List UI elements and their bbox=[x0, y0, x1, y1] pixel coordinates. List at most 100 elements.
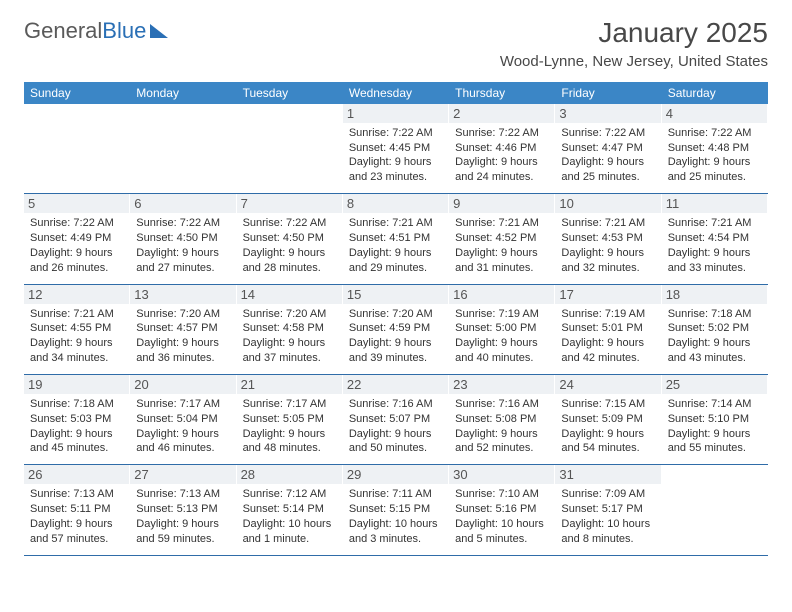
daylight2-line: and 39 minutes. bbox=[349, 351, 442, 366]
day-cell: 12Sunrise: 7:21 AMSunset: 4:55 PMDayligh… bbox=[24, 285, 130, 374]
day-details: Sunrise: 7:17 AMSunset: 5:04 PMDaylight:… bbox=[136, 397, 229, 456]
daylight2-line: and 32 minutes. bbox=[561, 261, 654, 276]
day-cell: 9Sunrise: 7:21 AMSunset: 4:52 PMDaylight… bbox=[449, 194, 555, 283]
logo-text-blue: Blue bbox=[102, 18, 146, 44]
day-number: 13 bbox=[130, 285, 235, 304]
day-cell: 24Sunrise: 7:15 AMSunset: 5:09 PMDayligh… bbox=[555, 375, 661, 464]
week-row: 26Sunrise: 7:13 AMSunset: 5:11 PMDayligh… bbox=[24, 465, 768, 555]
day-number: 22 bbox=[343, 375, 448, 394]
sunset-line: Sunset: 4:59 PM bbox=[349, 321, 442, 336]
day-number: 17 bbox=[555, 285, 660, 304]
sunrise-line: Sunrise: 7:21 AM bbox=[668, 216, 761, 231]
sunset-line: Sunset: 5:11 PM bbox=[30, 502, 123, 517]
daylight2-line: and 25 minutes. bbox=[668, 170, 761, 185]
sunrise-line: Sunrise: 7:20 AM bbox=[136, 307, 229, 322]
daylight2-line: and 28 minutes. bbox=[243, 261, 336, 276]
day-details: Sunrise: 7:21 AMSunset: 4:53 PMDaylight:… bbox=[561, 216, 654, 275]
sunrise-line: Sunrise: 7:15 AM bbox=[561, 397, 654, 412]
sunset-line: Sunset: 4:51 PM bbox=[349, 231, 442, 246]
day-details: Sunrise: 7:16 AMSunset: 5:07 PMDaylight:… bbox=[349, 397, 442, 456]
sunset-line: Sunset: 5:13 PM bbox=[136, 502, 229, 517]
sunset-line: Sunset: 5:14 PM bbox=[243, 502, 336, 517]
day-details: Sunrise: 7:22 AMSunset: 4:50 PMDaylight:… bbox=[136, 216, 229, 275]
day-number: 27 bbox=[130, 465, 235, 484]
day-details: Sunrise: 7:16 AMSunset: 5:08 PMDaylight:… bbox=[455, 397, 548, 456]
day-details: Sunrise: 7:20 AMSunset: 4:59 PMDaylight:… bbox=[349, 307, 442, 366]
month-title: January 2025 bbox=[500, 18, 768, 49]
daylight1-line: Daylight: 9 hours bbox=[561, 336, 654, 351]
daylight2-line: and 50 minutes. bbox=[349, 441, 442, 456]
day-cell: 5 Sunrise: 7:22 AMSunset: 4:49 PMDaylight… bbox=[24, 194, 130, 283]
sunset-line: Sunset: 5:04 PM bbox=[136, 412, 229, 427]
sunrise-line: Sunrise: 7:13 AM bbox=[30, 487, 123, 502]
day-cell: 28Sunrise: 7:12 AMSunset: 5:14 PMDayligh… bbox=[237, 465, 343, 554]
daylight2-line: and 59 minutes. bbox=[136, 532, 229, 547]
day-cell: 19Sunrise: 7:18 AMSunset: 5:03 PMDayligh… bbox=[24, 375, 130, 464]
calendar-page: GeneralBlue January 2025 Wood-Lynne, New… bbox=[0, 0, 792, 574]
day-details: Sunrise: 7:22 AMSunset: 4:46 PMDaylight:… bbox=[455, 126, 548, 185]
daylight1-line: Daylight: 10 hours bbox=[243, 517, 336, 532]
day-details: Sunrise: 7:18 AMSunset: 5:02 PMDaylight:… bbox=[668, 307, 761, 366]
daylight2-line: and 26 minutes. bbox=[30, 261, 123, 276]
sunset-line: Sunset: 4:48 PM bbox=[668, 141, 761, 156]
day-number: 10 bbox=[555, 194, 660, 213]
sunset-line: Sunset: 4:52 PM bbox=[455, 231, 548, 246]
day-number: 23 bbox=[449, 375, 554, 394]
sunset-line: Sunset: 4:47 PM bbox=[561, 141, 654, 156]
daylight2-line: and 43 minutes. bbox=[668, 351, 761, 366]
daylight1-line: Daylight: 9 hours bbox=[455, 427, 548, 442]
day-number: 28 bbox=[237, 465, 342, 484]
sunrise-line: Sunrise: 7:11 AM bbox=[349, 487, 442, 502]
daylight2-line: and 40 minutes. bbox=[455, 351, 548, 366]
sunrise-line: Sunrise: 7:20 AM bbox=[243, 307, 336, 322]
day-details: Sunrise: 7:10 AMSunset: 5:16 PMDaylight:… bbox=[455, 487, 548, 546]
day-cell: 15Sunrise: 7:20 AMSunset: 4:59 PMDayligh… bbox=[343, 285, 449, 374]
logo-text-gray: General bbox=[24, 18, 102, 44]
day-details: Sunrise: 7:20 AMSunset: 4:57 PMDaylight:… bbox=[136, 307, 229, 366]
daylight1-line: Daylight: 10 hours bbox=[455, 517, 548, 532]
day-details: Sunrise: 7:22 AMSunset: 4:45 PMDaylight:… bbox=[349, 126, 442, 185]
sunrise-line: Sunrise: 7:10 AM bbox=[455, 487, 548, 502]
day-cell: 17Sunrise: 7:19 AMSunset: 5:01 PMDayligh… bbox=[555, 285, 661, 374]
daylight2-line: and 55 minutes. bbox=[668, 441, 761, 456]
day-details: Sunrise: 7:19 AMSunset: 5:00 PMDaylight:… bbox=[455, 307, 548, 366]
sunset-line: Sunset: 4:49 PM bbox=[30, 231, 123, 246]
sunset-line: Sunset: 5:05 PM bbox=[243, 412, 336, 427]
sunset-line: Sunset: 5:10 PM bbox=[668, 412, 761, 427]
day-cell: 16 Sunrise: 7:19 AMSunset: 5:00 PMDayligh… bbox=[449, 285, 555, 374]
day-number: 11 bbox=[662, 194, 767, 213]
daylight1-line: Daylight: 9 hours bbox=[668, 427, 761, 442]
sunrise-line: Sunrise: 7:21 AM bbox=[349, 216, 442, 231]
day-number: 12 bbox=[24, 285, 129, 304]
day-header: Friday bbox=[555, 82, 661, 104]
daylight2-line: and 27 minutes. bbox=[136, 261, 229, 276]
daylight1-line: Daylight: 9 hours bbox=[136, 336, 229, 351]
day-number: 16 bbox=[449, 285, 554, 304]
day-number: 29 bbox=[343, 465, 448, 484]
day-cell: 8Sunrise: 7:21 AMSunset: 4:51 PMDaylight… bbox=[343, 194, 449, 283]
daylight1-line: Daylight: 9 hours bbox=[561, 427, 654, 442]
day-number: 2 bbox=[449, 104, 554, 123]
empty-cell bbox=[662, 465, 768, 554]
daylight1-line: Daylight: 9 hours bbox=[30, 336, 123, 351]
sunset-line: Sunset: 5:16 PM bbox=[455, 502, 548, 517]
daylight2-line: and 57 minutes. bbox=[30, 532, 123, 547]
week-row: 1Sunrise: 7:22 AMSunset: 4:45 PMDaylight… bbox=[24, 104, 768, 194]
daylight1-line: Daylight: 9 hours bbox=[349, 336, 442, 351]
sunrise-line: Sunrise: 7:09 AM bbox=[561, 487, 654, 502]
day-number: 24 bbox=[555, 375, 660, 394]
day-details: Sunrise: 7:11 AMSunset: 5:15 PMDaylight:… bbox=[349, 487, 442, 546]
daylight1-line: Daylight: 9 hours bbox=[561, 246, 654, 261]
sunrise-line: Sunrise: 7:17 AM bbox=[136, 397, 229, 412]
day-details: Sunrise: 7:20 AMSunset: 4:58 PMDaylight:… bbox=[243, 307, 336, 366]
day-details: Sunrise: 7:22 AMSunset: 4:49 PMDaylight:… bbox=[30, 216, 123, 275]
day-number: 5 bbox=[24, 194, 129, 213]
daylight1-line: Daylight: 9 hours bbox=[455, 246, 548, 261]
daylight2-line: and 36 minutes. bbox=[136, 351, 229, 366]
day-header: Thursday bbox=[449, 82, 555, 104]
sunset-line: Sunset: 4:45 PM bbox=[349, 141, 442, 156]
daylight2-line: and 45 minutes. bbox=[30, 441, 123, 456]
daylight1-line: Daylight: 9 hours bbox=[136, 427, 229, 442]
daylight2-line: and 46 minutes. bbox=[136, 441, 229, 456]
daylight2-line: and 54 minutes. bbox=[561, 441, 654, 456]
